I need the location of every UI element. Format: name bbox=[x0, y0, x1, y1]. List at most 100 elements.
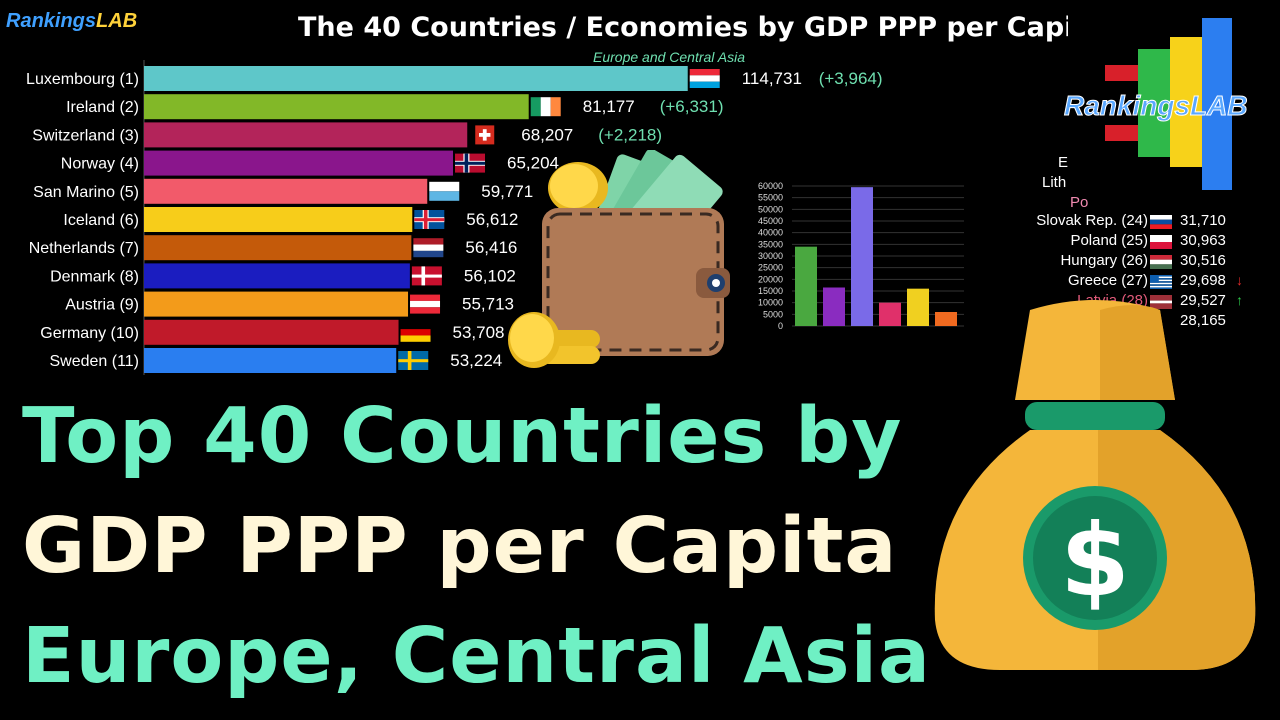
bar-value-label: 65,204 bbox=[507, 154, 559, 173]
bar bbox=[144, 319, 399, 345]
bar bbox=[144, 178, 428, 204]
bar bbox=[144, 66, 688, 91]
mini-y-tick: 55000 bbox=[758, 193, 783, 203]
dollar-sign-icon: $ bbox=[1060, 502, 1130, 619]
mini-bar bbox=[907, 288, 929, 326]
bar bbox=[144, 150, 454, 176]
bar-label: Netherlands (7) bbox=[29, 240, 139, 257]
mini-bar bbox=[851, 187, 873, 326]
bar-label: Luxembourg (1) bbox=[26, 71, 139, 88]
list-row-name: Greece (27) bbox=[1067, 272, 1148, 289]
bar-value-label: 53,224 bbox=[450, 351, 502, 370]
mini-bar bbox=[879, 302, 901, 326]
bar-label: Iceland (6) bbox=[63, 212, 139, 229]
bar-value-label: 68,207 bbox=[521, 125, 573, 144]
list-row: Poland (25) 30,963 bbox=[1010, 232, 1280, 252]
coin-stack-icon bbox=[508, 312, 600, 368]
mini-y-tick: 10000 bbox=[758, 298, 783, 308]
mini-y-tick: 30000 bbox=[758, 251, 783, 261]
flag-icon bbox=[475, 125, 495, 145]
coin-icon bbox=[548, 162, 608, 214]
bar-change-label: (+6,331) bbox=[660, 97, 724, 116]
mini-y-tick: 40000 bbox=[758, 228, 783, 238]
list-row-value: 31,710 bbox=[1180, 212, 1226, 229]
list-row-value: 30,963 bbox=[1180, 232, 1226, 249]
bar-change-label: (+3,964) bbox=[819, 69, 883, 88]
chart-title: The 40 Countries / Economies by GDP PPP … bbox=[298, 12, 1068, 43]
bar bbox=[144, 235, 412, 261]
mini-y-tick: 45000 bbox=[758, 216, 783, 226]
list-row-value: 30,516 bbox=[1180, 252, 1226, 269]
headline-line-1: Top 40 Countries by bbox=[22, 392, 903, 481]
bar-value-label: 114,731 bbox=[742, 69, 802, 88]
headline-line-2: GDP PPP per Capita bbox=[22, 502, 898, 591]
bar bbox=[144, 94, 529, 120]
bar-value-label: 56,416 bbox=[465, 238, 517, 257]
bar-label: San Marino (5) bbox=[33, 184, 139, 201]
flag-icon bbox=[1150, 235, 1172, 249]
brand-wordmark: RankingsLAB bbox=[6, 10, 137, 33]
headline: Top 40 Countries by GDP PPP per Capita E… bbox=[22, 382, 931, 712]
bar-value-label: 81,177 bbox=[583, 97, 635, 116]
flag-icon bbox=[689, 69, 720, 88]
list-row: Hungary (26) 30,516 bbox=[1010, 252, 1280, 272]
bar-value-label: 53,708 bbox=[453, 323, 505, 342]
flag-icon bbox=[1150, 255, 1172, 269]
bar-change-label: (+2,218) bbox=[598, 125, 662, 144]
bar bbox=[144, 263, 410, 289]
partial-list-label: E bbox=[1058, 154, 1069, 171]
bar-label: Denmark (8) bbox=[50, 268, 139, 285]
list-row-value: 29,698 bbox=[1180, 272, 1226, 289]
logo-text: RankingsLAB bbox=[1064, 90, 1248, 121]
arrow-down-icon: ↓ bbox=[1236, 272, 1243, 288]
mini-y-tick: 5000 bbox=[763, 309, 783, 319]
mini-bar bbox=[935, 312, 957, 326]
mini-y-tick: 50000 bbox=[758, 204, 783, 214]
list-row: 28,165 bbox=[1010, 312, 1280, 332]
arrow-up-icon: ↑ bbox=[1236, 292, 1243, 308]
money-bag-icon: $ bbox=[934, 300, 1256, 670]
mini-y-tick: 0 bbox=[778, 321, 783, 331]
bar-label: Switzerland (3) bbox=[32, 127, 139, 144]
flag-icon bbox=[413, 238, 444, 258]
flag-icon bbox=[455, 153, 486, 173]
headline-line-3: Europe, Central Asia bbox=[22, 612, 931, 701]
flag-icon bbox=[530, 97, 561, 117]
chart-subtitle: Europe and Central Asia bbox=[593, 49, 746, 65]
bar-value-label: 56,102 bbox=[464, 266, 516, 285]
flag-icon bbox=[1150, 295, 1172, 309]
list-row-name: Poland (25) bbox=[1070, 232, 1148, 249]
list-row-name: Hungary (26) bbox=[1060, 252, 1148, 269]
mini-bar bbox=[795, 246, 817, 326]
rankingslab-logo: RankingsLAB bbox=[1060, 15, 1280, 195]
list-row-value: 29,527 bbox=[1180, 292, 1226, 309]
brand-lab-text: LAB bbox=[96, 10, 138, 32]
bar-label: Norway (4) bbox=[61, 156, 139, 173]
flag-icon bbox=[410, 294, 441, 314]
mini-y-tick: 15000 bbox=[758, 286, 783, 296]
bar bbox=[144, 122, 468, 148]
bar-label: Austria (9) bbox=[65, 297, 139, 314]
list-row-name: Slovak Rep. (24) bbox=[1036, 212, 1148, 229]
flag-icon bbox=[400, 322, 431, 342]
list-row: Slovak Rep. (24) 31,710 bbox=[1010, 212, 1280, 232]
bar-value-label: 56,612 bbox=[466, 210, 518, 229]
bar-label: Sweden (11) bbox=[49, 353, 139, 370]
mini-y-tick: 60000 bbox=[758, 181, 783, 191]
bar-label: Germany (10) bbox=[40, 325, 139, 342]
flag-icon bbox=[398, 351, 429, 370]
mini-y-tick: 20000 bbox=[758, 274, 783, 284]
mini-y-tick: 25000 bbox=[758, 263, 783, 273]
list-row: Greece (27) 29,698 ↓ bbox=[1010, 272, 1280, 292]
bar-race-chart: Luxembourg (1) 114,731 (+3,964) Ireland (2)… bbox=[26, 60, 883, 375]
mini-bar bbox=[823, 287, 845, 326]
bar-label: Ireland (2) bbox=[66, 99, 139, 116]
bar-value-label: 55,713 bbox=[462, 295, 514, 314]
flag-icon bbox=[411, 266, 442, 286]
mini-y-tick: 35000 bbox=[758, 239, 783, 249]
flag-icon bbox=[414, 210, 445, 229]
bar bbox=[144, 291, 409, 317]
bar bbox=[144, 207, 413, 232]
wallet-icon bbox=[508, 150, 730, 368]
